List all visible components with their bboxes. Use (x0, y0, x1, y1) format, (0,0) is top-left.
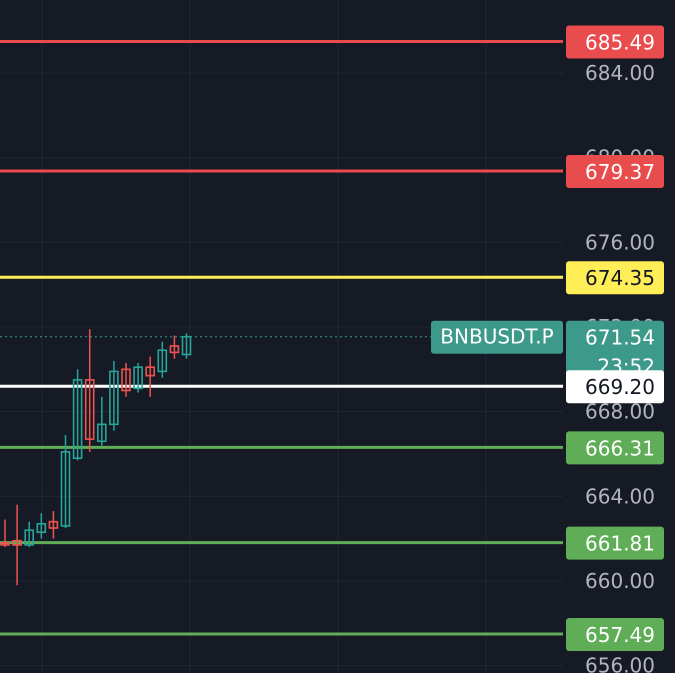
candle-body (169, 345, 180, 354)
candle (121, 362, 131, 397)
price-tick-label: 684.00 (585, 61, 655, 85)
level-tag-label: 666.31 (585, 436, 655, 460)
level-tag: 679.37 (566, 155, 664, 189)
candle (72, 369, 83, 461)
candle (84, 329, 95, 452)
candle-body (145, 366, 155, 377)
candle (97, 396, 107, 446)
candle-body (12, 539, 22, 546)
candle (0, 519, 10, 548)
candle-body (84, 379, 95, 440)
level-tag-label: 661.81 (585, 532, 655, 556)
candle-body (157, 349, 168, 373)
level-tag: 674.35 (566, 261, 664, 295)
level-tag-bg (566, 155, 664, 189)
candle (48, 511, 59, 539)
level-tag-label: 685.49 (585, 30, 655, 54)
candle (24, 521, 35, 548)
candle (109, 360, 119, 431)
last-price-tag (566, 320, 664, 385)
level-tag-bg (566, 618, 664, 652)
level-tag-bg (566, 370, 664, 404)
candle-body (97, 423, 107, 443)
candle (133, 362, 143, 393)
candle-body (36, 522, 47, 534)
level-tag: 685.49 (566, 25, 664, 59)
candle (157, 341, 168, 378)
symbol-label: BNBUSDT.P (440, 325, 553, 349)
candle (60, 434, 71, 529)
candle (36, 513, 47, 539)
level-tag-label: 674.35 (585, 266, 655, 290)
candle-body (72, 379, 83, 459)
level-tag-label: 679.37 (585, 160, 655, 184)
price-tick-label: 660.00 (585, 569, 655, 593)
candle (145, 356, 155, 397)
price-tick-label: 676.00 (585, 230, 655, 254)
price-tick-label: 656.00 (585, 654, 655, 673)
level-tag: 669.20 (566, 370, 664, 404)
candle-body (60, 451, 71, 527)
price-tick-label: 664.00 (585, 484, 655, 508)
candle-body (133, 366, 143, 390)
level-tag-bg (566, 526, 664, 560)
level-tag-label: 657.49 (585, 623, 655, 647)
level-tag-bg (566, 25, 664, 59)
candle-body (48, 520, 59, 529)
candle-body (121, 368, 131, 392)
symbol-tag[interactable] (431, 320, 563, 354)
level-tags: 685.49 679.37 674.35 669.20 666.31 661.81 657.… (566, 25, 664, 652)
candle (12, 504, 22, 586)
candle-body (109, 370, 119, 426)
level-tag: 657.49 (566, 618, 664, 652)
candle (169, 335, 180, 359)
candles (0, 329, 192, 586)
level-tag-label: 669.20 (585, 375, 655, 399)
candle-body (0, 542, 10, 546)
candle-body (24, 529, 35, 546)
level-tag: 661.81 (566, 526, 664, 560)
price-tick-label: 668.00 (585, 400, 655, 424)
level-tag: 666.31 (566, 431, 664, 465)
last-price-marker: BNBUSDT.P 671.54 23:52 (0, 320, 664, 385)
last-price-label: 671.54 (585, 326, 655, 350)
level-tag-bg (566, 261, 664, 295)
level-tag-bg (566, 431, 664, 465)
